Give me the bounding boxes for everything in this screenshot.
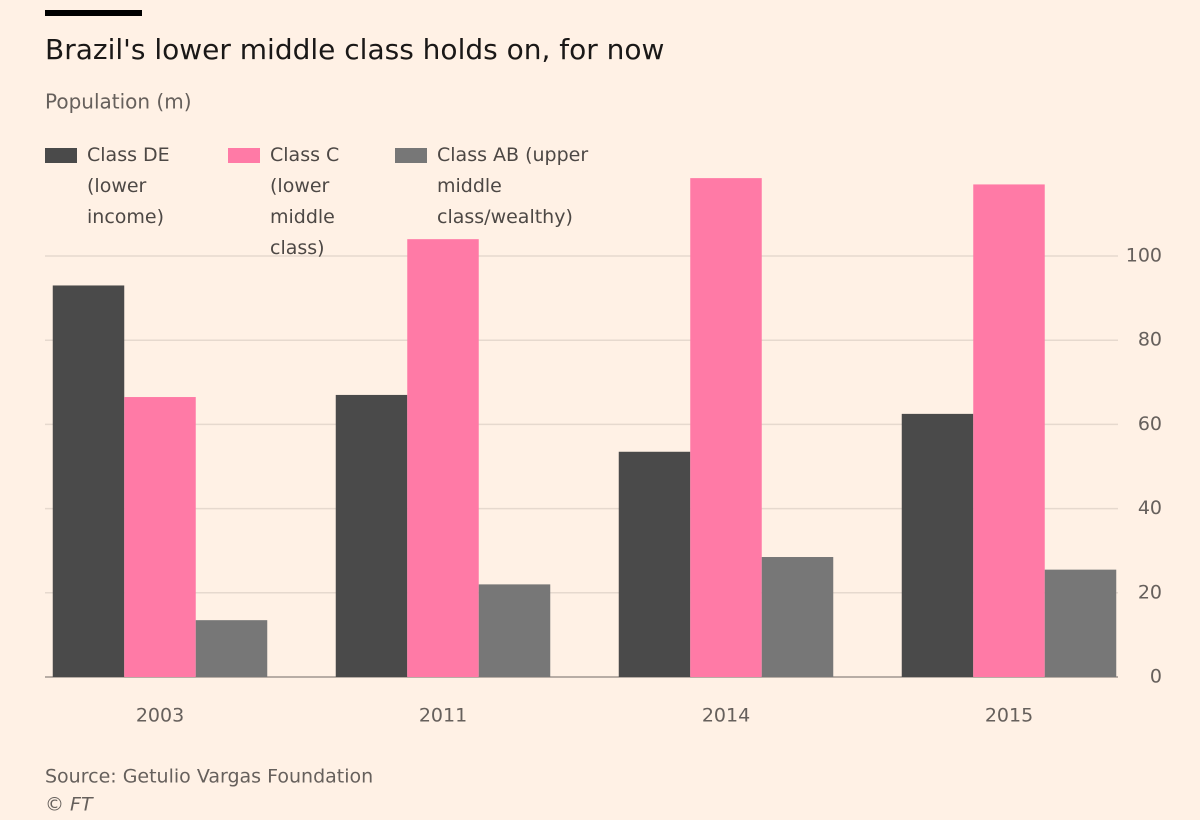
legend-label: Class C (lower middle class) <box>270 144 340 259</box>
y-tick-label: 20 <box>1138 581 1162 603</box>
bar <box>52 285 125 677</box>
x-tick-label: 2014 <box>702 705 750 727</box>
legend-item: Class C (lower middle class) <box>228 140 350 264</box>
y-tick-label: 80 <box>1138 329 1162 351</box>
bar <box>901 413 974 677</box>
y-tick-label: 0 <box>1150 666 1162 688</box>
bar <box>478 584 551 677</box>
y-tick-label: 60 <box>1138 413 1162 435</box>
legend-swatch <box>395 148 427 163</box>
bar <box>690 178 762 678</box>
legend-item: Class AB (upper middle class/wealthy) <box>395 140 597 233</box>
bar <box>1044 569 1117 677</box>
y-tick-label: 100 <box>1126 245 1162 267</box>
chart-subtitle: Population (m) <box>45 90 192 114</box>
bar <box>335 394 408 677</box>
legend-label: Class DE (lower income) <box>87 144 170 228</box>
bar <box>618 451 691 677</box>
legend-item: Class DE (lower income) <box>45 140 179 233</box>
y-tick-label: 40 <box>1138 497 1162 519</box>
x-tick-label: 2011 <box>419 705 467 727</box>
credit: © FT <box>45 794 94 816</box>
legend-label: Class AB (upper middle class/wealthy) <box>437 144 589 228</box>
chart-title: Brazil's lower middle class holds on, fo… <box>45 33 664 66</box>
bar <box>195 620 268 677</box>
source: Source: Getulio Vargas Foundation <box>45 766 373 788</box>
legend-swatch <box>45 148 77 163</box>
x-tick-label: 2015 <box>985 705 1033 727</box>
x-tick-label: 2003 <box>136 705 184 727</box>
bar <box>973 184 1045 677</box>
legend-swatch <box>228 148 260 163</box>
bar <box>124 397 196 677</box>
bar <box>761 557 834 677</box>
bar <box>407 239 479 677</box>
title-bar <box>45 10 142 16</box>
